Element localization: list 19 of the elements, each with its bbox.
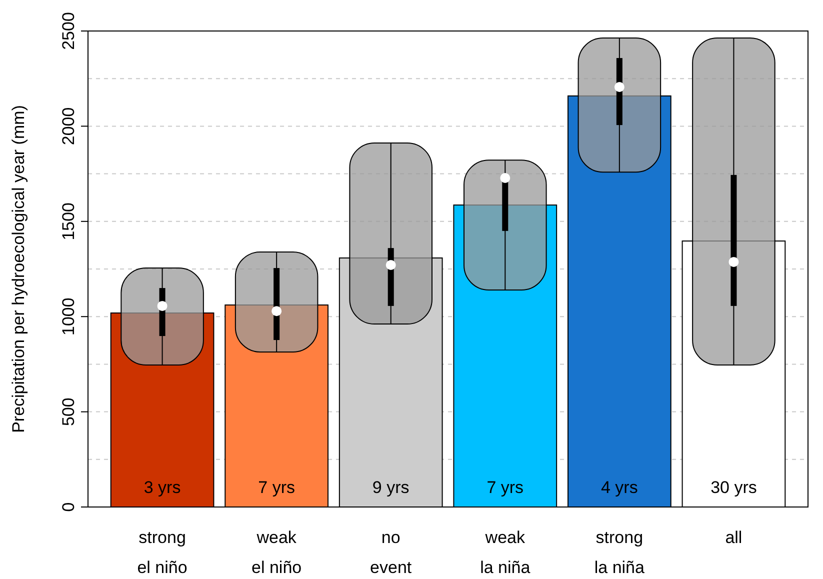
x-tick-label: no event bbox=[370, 528, 412, 577]
x-tick-label: weak el niño bbox=[252, 528, 302, 577]
annotation: 7 yrs bbox=[258, 478, 295, 497]
x-tick-label: strong la niña bbox=[594, 528, 646, 577]
y-tick-label: 2500 bbox=[59, 12, 78, 50]
y-axis-title: Precipitation per hydroecological year (mm) bbox=[9, 105, 28, 433]
y-tick-label: 1500 bbox=[59, 202, 78, 240]
x-tick-label: all bbox=[725, 528, 742, 547]
y-tick-label: 0 bbox=[59, 502, 78, 512]
x-tick-label: weak la niña bbox=[480, 528, 531, 577]
y-tick-label: 1000 bbox=[59, 298, 78, 336]
annotation: 9 yrs bbox=[372, 478, 410, 497]
y-tick-label: 500 bbox=[59, 398, 78, 426]
annotation: 30 yrs bbox=[710, 478, 757, 497]
annotation: 3 yrs bbox=[144, 478, 181, 497]
x-tick-label: strong el niño bbox=[137, 528, 188, 577]
annotation: 7 yrs bbox=[486, 478, 524, 497]
annotation: 4 yrs bbox=[601, 478, 638, 497]
y-tick-label: 2000 bbox=[59, 107, 78, 146]
